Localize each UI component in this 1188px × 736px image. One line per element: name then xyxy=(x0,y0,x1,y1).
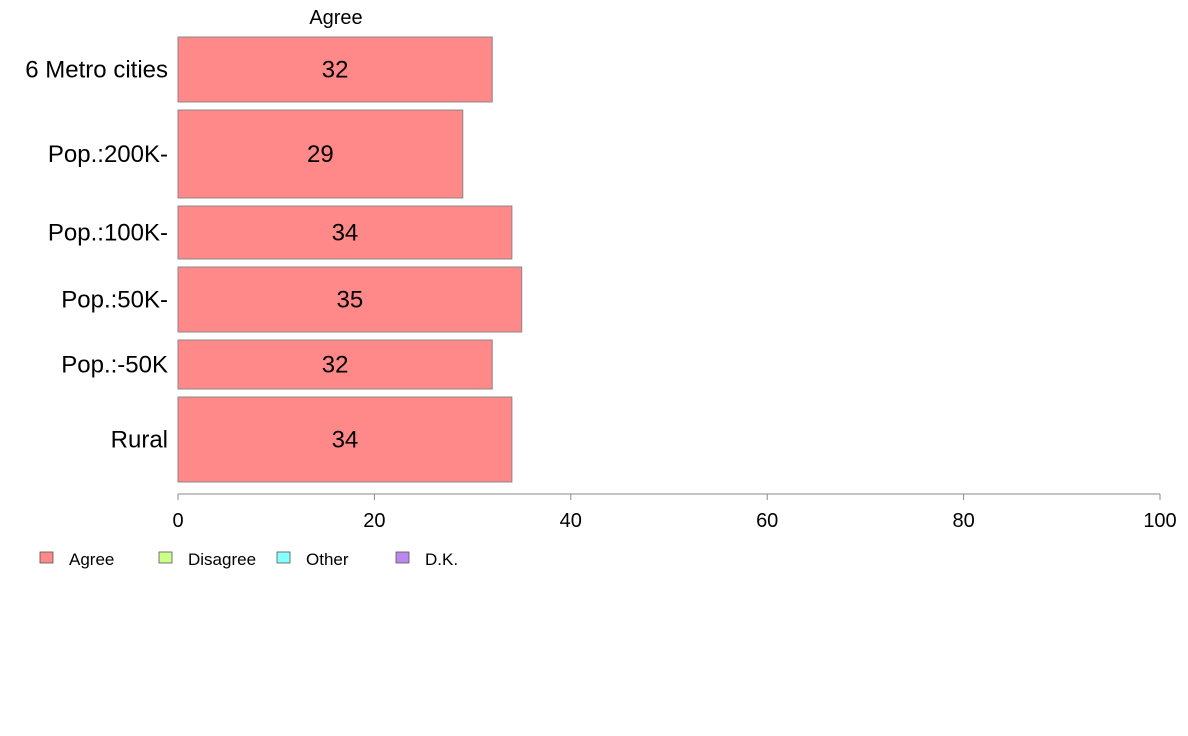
bar-group: 32 29 34 35 32 34 xyxy=(177,36,523,483)
legend-label: Disagree xyxy=(188,550,256,569)
legend-label: Other xyxy=(306,550,349,569)
x-tick-label: 100 xyxy=(1143,510,1176,532)
bar xyxy=(177,266,523,333)
bar-value-label: 32 xyxy=(322,57,349,84)
legend-swatch xyxy=(276,551,291,564)
legend-swatch xyxy=(158,551,173,564)
legend-swatch xyxy=(39,551,54,564)
legend-item: Agree xyxy=(39,550,114,569)
legend-item: D.K. xyxy=(395,550,458,569)
x-tick-label: 0 xyxy=(172,510,183,532)
x-tick-label: 80 xyxy=(952,510,974,532)
legend-label: Agree xyxy=(69,550,114,569)
legend-label: D.K. xyxy=(425,550,458,569)
bar-value-label: 32 xyxy=(322,352,349,379)
bar-value-label: 34 xyxy=(332,220,359,247)
bar xyxy=(177,36,493,103)
legend-item: Disagree xyxy=(158,550,256,569)
legend: Agree Disagree Other D.K. xyxy=(39,550,458,569)
category-labels: 6 Metro cities Pop.:200K- Pop.:100K- Pop.:5… xyxy=(25,57,168,454)
category-label: Rural xyxy=(111,427,168,454)
legend-item: Other xyxy=(276,550,349,569)
bar-value-label: 34 xyxy=(332,427,359,454)
x-tick-label: 40 xyxy=(560,510,582,532)
bar xyxy=(177,205,513,260)
x-axis: 0 20 40 60 80 100 xyxy=(172,493,1177,532)
category-label: Pop.:200K- xyxy=(48,141,168,168)
category-label: Pop.:50K- xyxy=(61,287,168,314)
category-label: Pop.:-50K xyxy=(61,352,168,379)
bar-value-label: 29 xyxy=(307,141,334,168)
category-label: 6 Metro cities xyxy=(25,57,168,84)
bar-value-label: 35 xyxy=(336,287,363,314)
legend-swatch xyxy=(395,551,410,564)
bar xyxy=(177,339,493,390)
bar xyxy=(177,396,513,483)
series-title: Agree xyxy=(309,7,362,29)
bar xyxy=(177,109,464,199)
x-tick-label: 20 xyxy=(363,510,385,532)
x-tick-label: 60 xyxy=(756,510,778,532)
category-label: Pop.:100K- xyxy=(48,220,168,247)
